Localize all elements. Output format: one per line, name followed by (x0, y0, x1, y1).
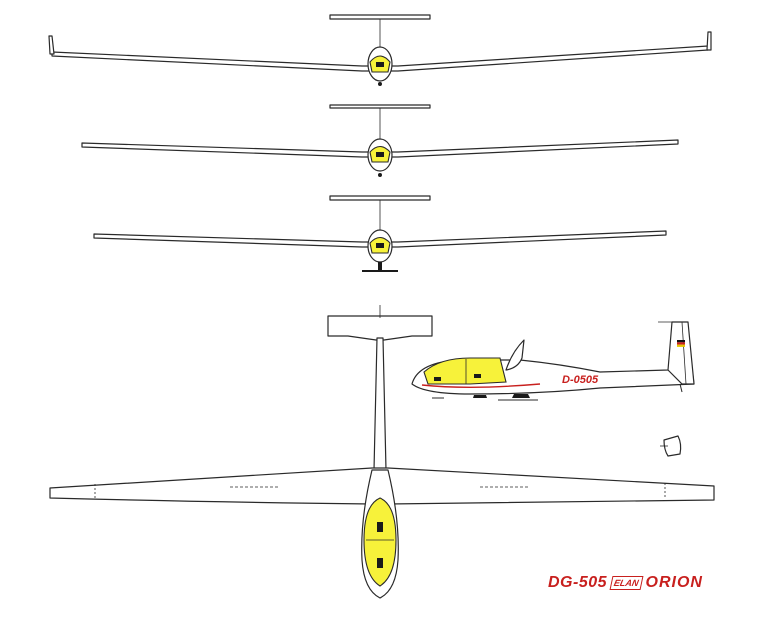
side-view: D-0505 (412, 322, 694, 400)
glider-name: ORION (646, 574, 703, 592)
manufacturer-logo: ELAN (610, 576, 643, 590)
front-view-long-span (82, 105, 678, 177)
model-designation: DG-505 (548, 574, 607, 592)
registration-mark: D-0505 (562, 374, 599, 386)
front-view-winglets (49, 15, 711, 86)
top-view (50, 305, 714, 598)
rudder-detail (660, 436, 681, 456)
brand-logo: DG-505 ELAN ORION (548, 572, 703, 594)
front-view-with-gear (94, 196, 666, 271)
